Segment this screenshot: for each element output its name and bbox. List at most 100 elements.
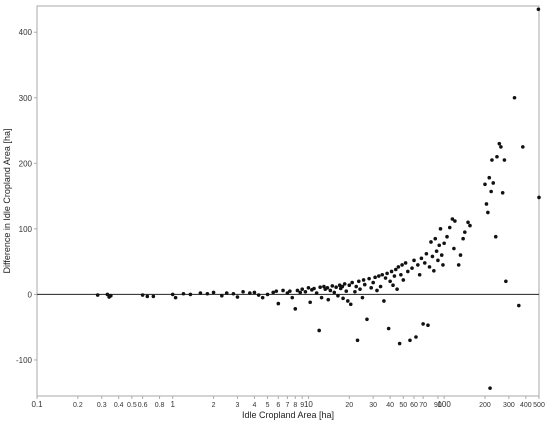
- data-point: [417, 272, 422, 277]
- data-point: [403, 261, 408, 265]
- data-point: [517, 303, 521, 308]
- data-point: [109, 293, 113, 298]
- data-point: [342, 282, 347, 286]
- data-point: [434, 249, 439, 253]
- data-point: [274, 289, 279, 293]
- data-point: [421, 322, 425, 326]
- data-point: [401, 278, 406, 282]
- data-point: [170, 292, 175, 297]
- data-point: [537, 195, 541, 200]
- data-point: [536, 7, 541, 12]
- data-point: [303, 289, 308, 294]
- data-point: [336, 293, 340, 298]
- x-tick-label: 10: [304, 400, 313, 409]
- data-point: [497, 141, 502, 146]
- plot-area: [36, 5, 540, 397]
- data-point: [276, 301, 281, 306]
- data-point: [332, 290, 337, 295]
- data-point: [198, 291, 203, 295]
- data-point: [406, 269, 410, 274]
- data-point: [373, 275, 377, 280]
- data-point: [360, 295, 365, 300]
- data-point: [483, 182, 487, 187]
- data-point: [105, 292, 110, 297]
- data-point: [288, 289, 292, 293]
- data-point: [452, 246, 456, 251]
- data-point: [439, 253, 444, 257]
- data-point: [345, 299, 350, 303]
- data-point: [383, 276, 388, 280]
- data-point: [500, 191, 505, 195]
- data-point: [235, 295, 240, 299]
- data-point: [447, 225, 452, 230]
- data-point: [504, 279, 508, 284]
- data-point: [350, 280, 354, 285]
- y-tick-label: 0: [28, 290, 33, 299]
- x-tick-label: 0.8: [155, 402, 165, 409]
- data-point: [358, 287, 362, 291]
- data-point: [388, 279, 392, 284]
- data-point: [389, 269, 394, 274]
- data-point: [319, 295, 324, 300]
- y-tick-label: 300: [19, 94, 33, 103]
- x-tick-label: 0.3: [97, 402, 107, 409]
- data-point: [422, 261, 427, 265]
- data-point: [312, 286, 316, 291]
- data-point: [224, 291, 229, 295]
- data-point: [463, 230, 467, 234]
- data-point: [298, 290, 303, 295]
- data-point: [437, 243, 442, 248]
- data-point: [397, 341, 402, 346]
- data-point: [241, 289, 245, 294]
- data-point: [487, 175, 492, 180]
- data-point: [491, 181, 496, 185]
- data-point: [442, 241, 446, 246]
- data-point: [385, 271, 389, 276]
- x-tick-label: 300: [503, 402, 515, 409]
- data-point: [400, 263, 404, 267]
- data-point: [334, 285, 338, 289]
- data-point: [410, 266, 414, 270]
- data-point: [337, 283, 342, 288]
- data-point: [386, 326, 391, 331]
- data-point: [436, 258, 440, 263]
- x-tick-label: 7: [285, 402, 289, 409]
- data-point: [414, 335, 418, 339]
- data-point: [344, 289, 349, 293]
- data-point: [377, 274, 381, 278]
- data-point: [484, 202, 489, 206]
- data-point: [188, 292, 193, 297]
- data-point: [521, 145, 525, 149]
- x-tick-label: 0.1: [31, 400, 43, 409]
- data-point: [353, 289, 357, 294]
- data-point: [95, 293, 100, 297]
- data-point: [348, 302, 353, 307]
- data-point: [392, 274, 397, 278]
- data-point: [490, 158, 494, 162]
- data-point: [328, 288, 333, 293]
- x-tick-label: 3: [236, 402, 240, 409]
- data-point: [391, 283, 395, 288]
- data-point: [355, 338, 360, 343]
- data-point: [393, 267, 398, 272]
- data-point: [361, 278, 366, 282]
- data-point: [424, 251, 429, 256]
- data-point: [419, 256, 424, 261]
- x-axis-ticks: 0.1 0.2 0.3 0.4 0.5 0.6 0.8 1 2 3 4 5 6 7 8 9 10 20 30 40 50…: [31, 396, 545, 409]
- data-point: [330, 284, 335, 288]
- data-point: [369, 286, 373, 290]
- data-point: [354, 284, 359, 289]
- x-tick-label: 20: [345, 402, 353, 409]
- x-tick-label: 1: [170, 400, 175, 409]
- data-point: [412, 258, 416, 263]
- x-tick-label: 90: [434, 402, 442, 409]
- data-point: [271, 290, 275, 295]
- data-points: [95, 7, 541, 390]
- data-point: [260, 295, 265, 300]
- y-tick-label: 400: [19, 28, 33, 37]
- data-point: [432, 269, 436, 273]
- data-point: [371, 280, 375, 285]
- data-point: [326, 297, 331, 302]
- data-point: [493, 234, 498, 239]
- data-point: [140, 293, 145, 297]
